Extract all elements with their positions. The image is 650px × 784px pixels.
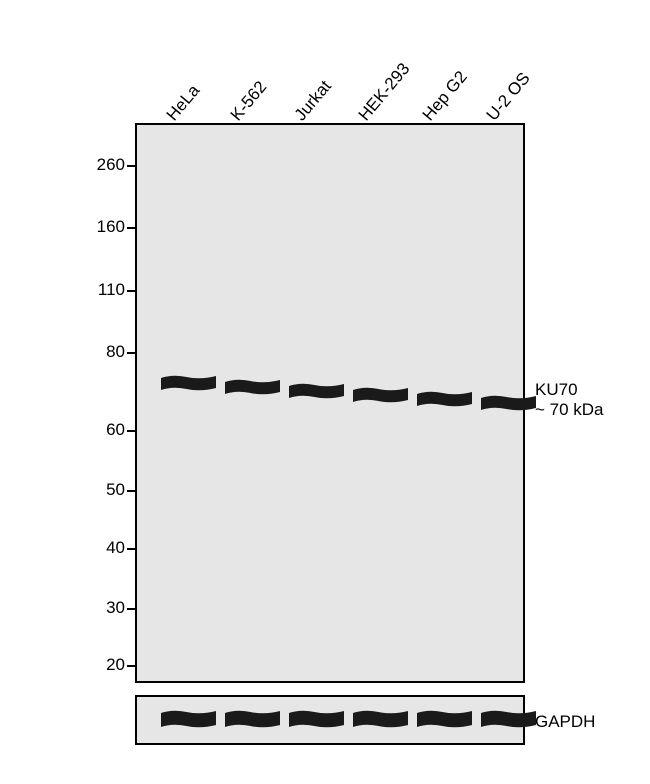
- marker-tick: [127, 165, 135, 167]
- gapdh-label: GAPDH: [535, 712, 595, 732]
- marker-label: 20: [75, 655, 125, 675]
- gapdh-band: [415, 708, 478, 734]
- gapdh-band: [479, 708, 542, 734]
- marker-label: 110: [75, 280, 125, 300]
- marker-tick: [127, 430, 135, 432]
- marker-label: 260: [75, 155, 125, 175]
- ku70-band: [479, 394, 542, 418]
- marker-tick: [127, 352, 135, 354]
- marker-label: 160: [75, 217, 125, 237]
- ku70-band: [351, 386, 414, 410]
- marker-tick: [127, 490, 135, 492]
- marker-label: 50: [75, 480, 125, 500]
- gapdh-band: [159, 708, 222, 734]
- lane-label: K-562: [227, 77, 271, 125]
- ku70-band: [159, 374, 222, 398]
- marker-tick: [127, 227, 135, 229]
- gapdh-band: [351, 708, 414, 734]
- marker-label: 40: [75, 538, 125, 558]
- ku70-band: [287, 382, 350, 406]
- gapdh-band: [287, 708, 350, 734]
- marker-tick: [127, 290, 135, 292]
- lane-label: HeLa: [163, 81, 204, 125]
- ku70-label-line1: KU70: [535, 380, 578, 400]
- ku70-band: [223, 378, 286, 402]
- ku70-label-line2: ~ 70 kDa: [535, 400, 604, 420]
- ku70-band: [415, 390, 478, 414]
- gapdh-band: [223, 708, 286, 734]
- marker-tick: [127, 608, 135, 610]
- lane-label: Jurkat: [291, 77, 336, 125]
- marker-tick: [127, 665, 135, 667]
- lane-label: Hep G2: [419, 67, 472, 125]
- marker-label: 30: [75, 598, 125, 618]
- marker-label: 60: [75, 420, 125, 440]
- marker-tick: [127, 548, 135, 550]
- lane-label: U-2 OS: [483, 69, 535, 125]
- marker-label: 80: [75, 342, 125, 362]
- lane-label: HEK-293: [355, 59, 415, 125]
